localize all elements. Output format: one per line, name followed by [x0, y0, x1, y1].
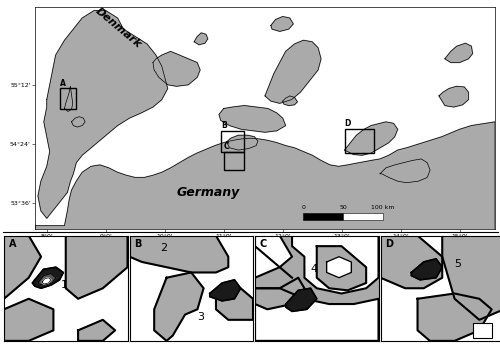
Polygon shape: [130, 236, 228, 273]
Polygon shape: [326, 257, 351, 278]
Polygon shape: [216, 288, 253, 320]
Bar: [344, 129, 374, 153]
Text: 0: 0: [302, 205, 306, 210]
Polygon shape: [282, 96, 298, 106]
Text: 1: 1: [61, 280, 68, 290]
Polygon shape: [226, 135, 258, 150]
Polygon shape: [72, 117, 85, 127]
Text: Germany: Germany: [176, 186, 240, 199]
Text: 100 km: 100 km: [371, 205, 394, 210]
Text: D: D: [386, 239, 394, 249]
Polygon shape: [442, 236, 500, 320]
Text: 5: 5: [454, 259, 462, 269]
Text: Denmark: Denmark: [94, 6, 144, 50]
Polygon shape: [153, 51, 200, 86]
Polygon shape: [445, 43, 472, 62]
Polygon shape: [255, 278, 304, 309]
Polygon shape: [380, 236, 442, 288]
Bar: [473, 323, 492, 338]
Bar: [343, 213, 383, 220]
Polygon shape: [194, 33, 208, 45]
Polygon shape: [412, 259, 442, 280]
Polygon shape: [292, 236, 378, 294]
Polygon shape: [78, 320, 115, 341]
Polygon shape: [210, 280, 240, 301]
Text: B: B: [221, 121, 226, 130]
Polygon shape: [317, 246, 366, 290]
Bar: [224, 151, 244, 170]
Polygon shape: [271, 17, 293, 31]
Polygon shape: [4, 299, 54, 341]
Polygon shape: [38, 274, 56, 285]
Polygon shape: [255, 288, 378, 341]
Polygon shape: [255, 236, 292, 278]
Polygon shape: [4, 236, 41, 299]
Text: C: C: [224, 141, 230, 150]
Text: B: B: [134, 239, 142, 249]
Text: A: A: [60, 79, 66, 88]
Text: D: D: [344, 119, 351, 128]
Bar: [221, 131, 244, 151]
Text: A: A: [9, 239, 16, 249]
Text: 3: 3: [198, 312, 204, 322]
Polygon shape: [286, 288, 317, 312]
Polygon shape: [35, 122, 495, 229]
Text: C: C: [260, 239, 267, 249]
Polygon shape: [66, 236, 128, 299]
Polygon shape: [344, 122, 398, 155]
Bar: [304, 213, 343, 220]
Text: 4: 4: [310, 265, 318, 275]
Polygon shape: [64, 86, 72, 111]
Polygon shape: [265, 40, 321, 104]
Polygon shape: [42, 278, 51, 284]
Text: 2: 2: [160, 244, 168, 254]
Polygon shape: [380, 159, 430, 183]
Polygon shape: [38, 11, 168, 218]
Text: 50: 50: [340, 205, 347, 210]
Polygon shape: [32, 267, 64, 288]
Polygon shape: [418, 294, 492, 341]
Polygon shape: [439, 86, 468, 107]
Polygon shape: [219, 106, 286, 132]
Polygon shape: [154, 273, 204, 341]
Bar: [60, 89, 76, 109]
